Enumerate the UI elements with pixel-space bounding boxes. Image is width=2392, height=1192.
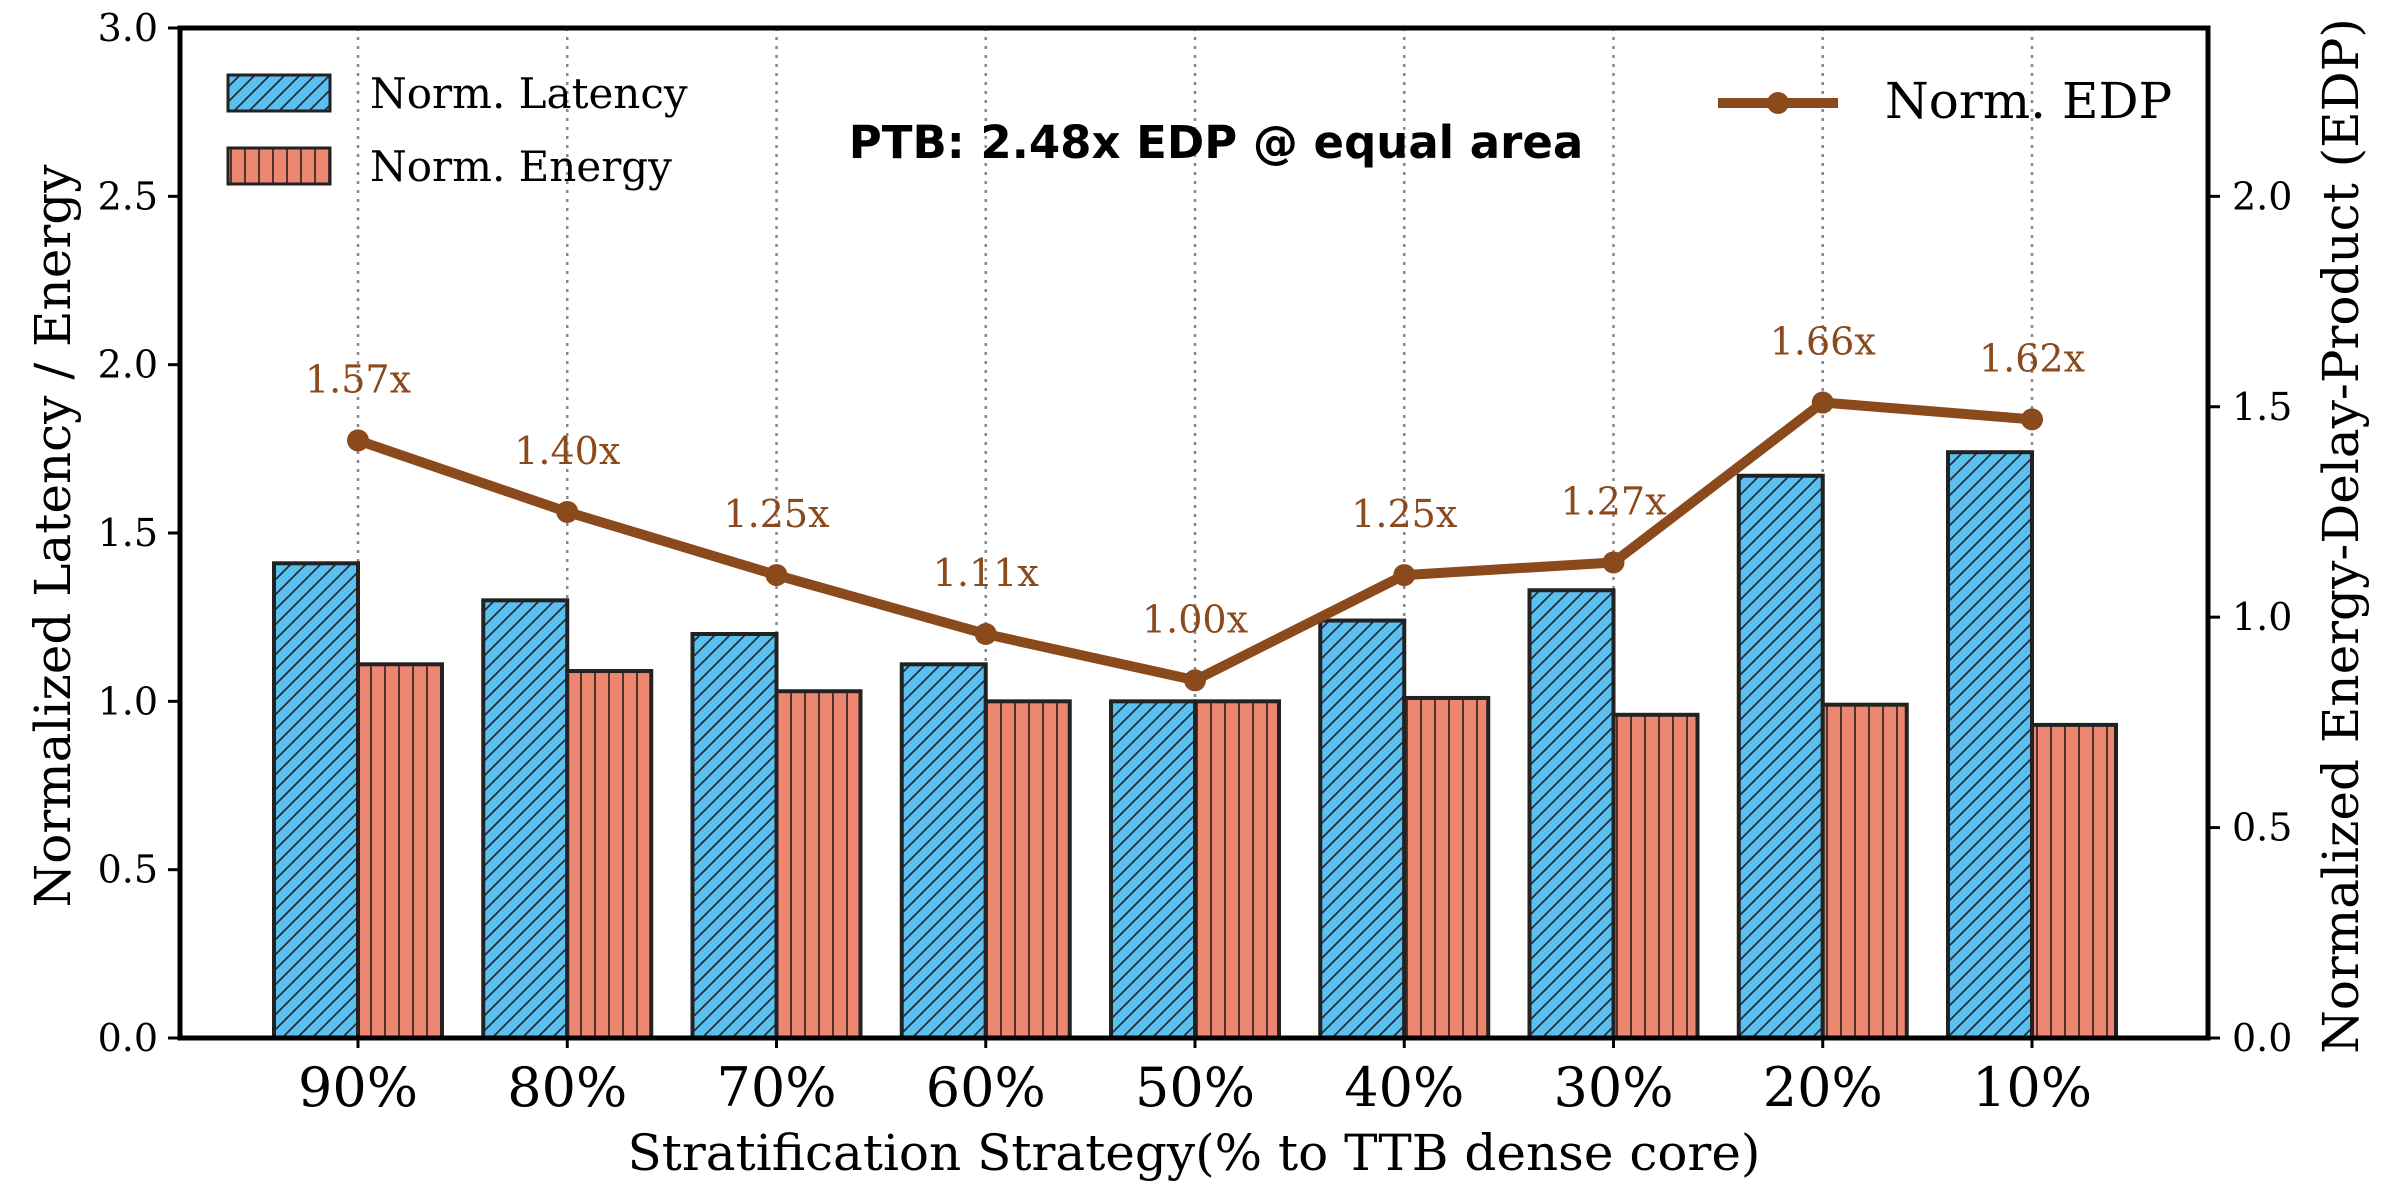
x-tick-label-5: 40% [1344, 1056, 1464, 1119]
x-tick-label-7: 20% [1763, 1056, 1883, 1119]
x-tick-label-8: 10% [1972, 1056, 2092, 1119]
edp-marker-3 [974, 623, 997, 645]
y-tick-label-4: 2.0 [98, 343, 158, 387]
y2-tick-label-4: 2.0 [2232, 174, 2292, 218]
bar-latency-1 [481, 598, 570, 1040]
y-tick-label-3: 1.5 [98, 511, 158, 555]
edp-marker-4 [1184, 669, 1206, 692]
bar-latency-7 [1736, 473, 1825, 1040]
edp-label-5: 1.25x [1351, 492, 1457, 536]
legend-label-edp: Norm. EDP [1885, 72, 2172, 130]
y-tick-label-1: 0.5 [98, 848, 158, 892]
y-tick-label-6: 3.0 [98, 6, 158, 50]
bar-energy-0 [356, 662, 444, 1040]
y2-tick-label-1: 0.5 [2232, 806, 2292, 850]
legend-line: Norm. EDP [1718, 72, 2172, 130]
legend-label-latency: Norm. Latency [370, 69, 688, 118]
edp-line-series [347, 391, 2043, 692]
y-axis-label-left: Normalized Latency / Energy [24, 164, 82, 908]
edp-marker-6 [1602, 551, 1625, 574]
bar-energy-7 [1820, 702, 1909, 1040]
edp-label-3: 1.11x [933, 551, 1039, 595]
x-tick-label-0: 90% [298, 1056, 418, 1119]
y2-tick-label-2: 1.0 [2232, 595, 2292, 639]
edp-marker-2 [765, 564, 788, 587]
bar-latency-8 [1946, 450, 2034, 1040]
x-tick-label-6: 30% [1553, 1056, 1673, 1119]
bar-energy-8 [2030, 722, 2118, 1041]
legend-marker-edp [1767, 92, 1789, 114]
bar-latency-2 [690, 632, 779, 1040]
y2-tick-label-3: 1.5 [2232, 385, 2292, 429]
edp-marker-1 [556, 500, 579, 523]
bar-energy-6 [1611, 712, 1700, 1040]
edp-label-8: 1.62x [1979, 336, 2085, 380]
bar-latency-6 [1527, 588, 1616, 1040]
bar-energy-2 [774, 689, 863, 1040]
legend-label-energy: Norm. Energy [370, 142, 672, 191]
y-tick-label-5: 2.5 [98, 174, 158, 218]
bar-energy-4 [1193, 699, 1281, 1040]
edp-label-1: 1.40x [514, 429, 620, 473]
bar-energy-1 [565, 669, 654, 1040]
edp-marker-7 [1811, 391, 1834, 414]
edp-marker-8 [2021, 408, 2043, 431]
y-tick-label-2: 1.0 [98, 679, 158, 723]
bar-latency-3 [899, 662, 988, 1040]
edp-value-labels: 1.57x 1.40x 1.25x 1.11x 1.00x 1.25x 1.27x 1.66x… [305, 320, 2085, 642]
edp-label-2: 1.25x [723, 492, 829, 536]
chart-title: PTB: 2.48x EDP @ equal area [849, 116, 1583, 169]
edp-label-4: 1.00x [1142, 597, 1248, 641]
x-tick-label-3: 60% [926, 1056, 1046, 1119]
bar-energy-5 [1402, 695, 1491, 1040]
x-tick-label-2: 70% [716, 1056, 836, 1119]
edp-label-7: 1.66x [1770, 320, 1876, 364]
bar-latency-0 [272, 561, 360, 1040]
bar-latency-5 [1318, 618, 1407, 1040]
edp-marker-0 [347, 429, 369, 452]
y-axis-label-right: Normalized Energy-Delay-Product (EDP) [2312, 18, 2370, 1054]
left-axis-ticks: 0.0 0.5 1.0 1.5 2.0 2.5 3.0 [98, 6, 180, 1060]
legend-bars: Norm. Latency Norm. Energy [226, 69, 688, 191]
edp-label-6: 1.27x [1560, 479, 1666, 523]
x-tick-label-4: 50% [1135, 1056, 1255, 1119]
edp-marker-5 [1393, 564, 1416, 587]
legend-swatch-latency [226, 73, 332, 113]
edp-label-0: 1.57x [305, 357, 411, 401]
x-axis-ticks: 90% 80% 70% 60% 50% 40% 30% 20% 10% [298, 1038, 2092, 1119]
x-tick-label-1: 80% [507, 1056, 627, 1119]
bar-latency-4 [1109, 699, 1197, 1040]
y2-tick-label-0: 0.0 [2232, 1016, 2292, 1060]
right-axis-ticks: 0.0 0.5 1.0 1.5 2.0 [2208, 174, 2292, 1060]
y-tick-label-0: 0.0 [98, 1016, 158, 1060]
x-axis-label: Stratification Strategy(% to TTB dense c… [628, 1124, 1761, 1182]
bar-energy-3 [983, 699, 1072, 1040]
legend-swatch-energy [226, 146, 332, 186]
bar-series [272, 450, 2118, 1041]
